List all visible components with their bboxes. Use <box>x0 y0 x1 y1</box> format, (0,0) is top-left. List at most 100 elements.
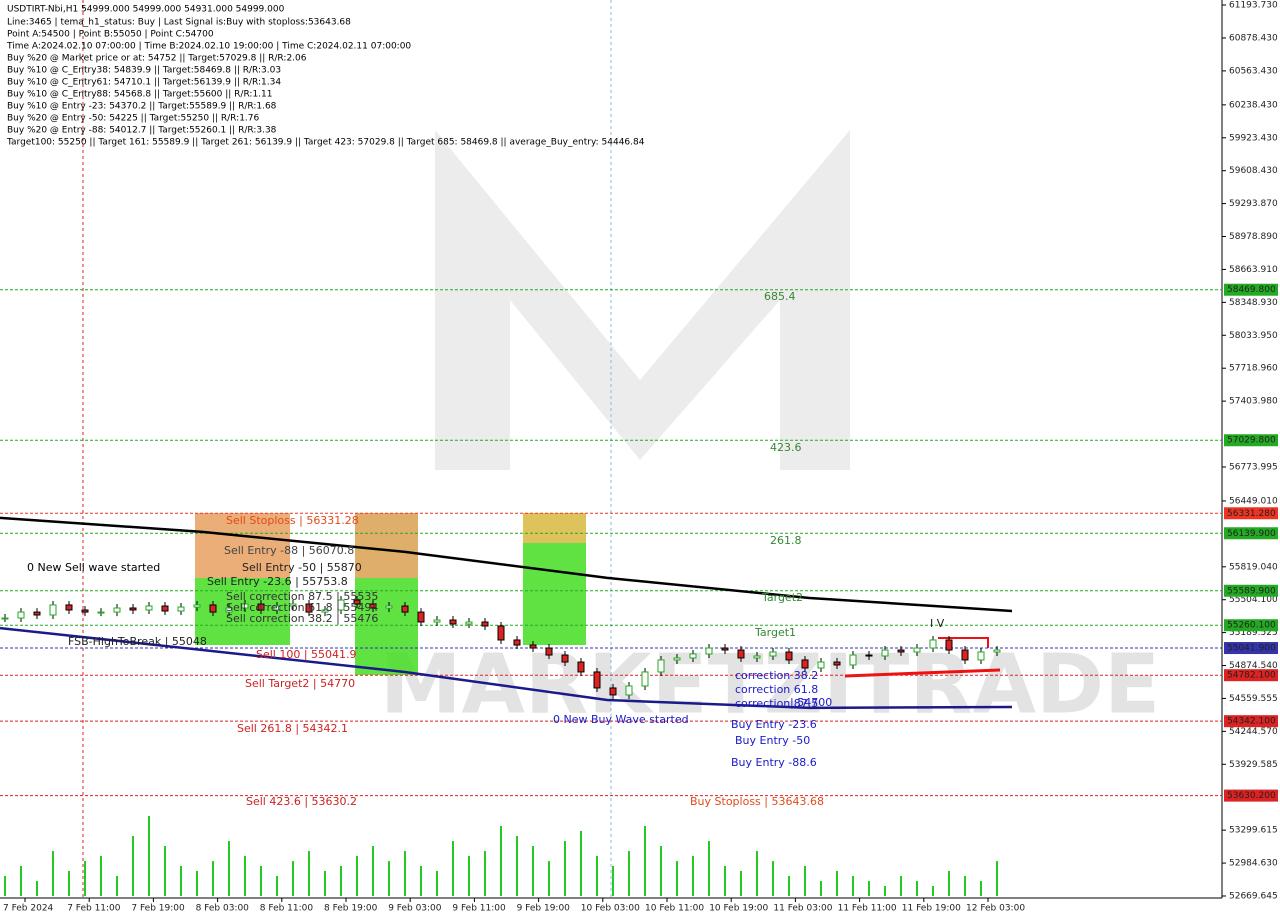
candle <box>481 621 489 627</box>
volume-bar <box>564 841 566 896</box>
annotation: Buy Entry -88.6 <box>731 756 817 769</box>
candle <box>577 661 585 673</box>
candle <box>65 604 73 611</box>
candle <box>625 685 633 696</box>
candle <box>609 687 617 696</box>
y-tick-label: 61193.730 <box>1229 1 1278 11</box>
volume-bar <box>4 876 6 896</box>
y-tick-label: 52984.630 <box>1229 859 1278 869</box>
annotation: Buy Entry -50 <box>735 734 810 747</box>
level-label: 56139.900 <box>1227 529 1276 539</box>
candle <box>705 647 713 655</box>
annotation: | 54700 <box>790 696 832 709</box>
y-tick-label: 59293.870 <box>1229 199 1278 209</box>
annotation: Target2 <box>761 591 803 604</box>
volume-bar <box>84 861 86 896</box>
candle <box>433 619 441 623</box>
level-label: 55041.900 <box>1227 644 1276 654</box>
candle <box>961 649 969 661</box>
candle <box>49 604 57 616</box>
candle <box>241 603 249 609</box>
volume-bar <box>356 856 358 896</box>
volume-bar <box>884 886 886 896</box>
candle <box>849 654 857 666</box>
header-line: Buy %10 @ C_Entry38: 54839.9 || Target:5… <box>7 66 281 76</box>
sell-entry-zone <box>355 578 418 675</box>
volume-bar <box>500 826 502 896</box>
annotation: Buy Stoploss | 53643.68 <box>690 795 824 808</box>
annotation: Sell 423.6 | 53630.2 <box>246 795 357 808</box>
volume-bar <box>660 846 662 896</box>
candle <box>337 599 345 611</box>
header-title: USDTIRT-Nbi,H1 54999.000 54999.000 54931… <box>7 5 285 15</box>
y-tick-label: 60563.430 <box>1229 66 1278 76</box>
ma_slow <box>0 516 1013 613</box>
candle <box>897 649 905 653</box>
sell-entry-zone <box>523 543 586 645</box>
y-tick-label: 60238.430 <box>1229 100 1278 110</box>
level-label: 58469.800 <box>1227 285 1276 295</box>
candle <box>833 661 841 666</box>
watermark-logo <box>435 130 850 470</box>
candle <box>721 647 729 651</box>
header-line: Time A:2024.02.10 07:00:00 | Time B:2024… <box>6 42 411 52</box>
volume-bar <box>468 856 470 896</box>
volume-bar <box>820 881 822 896</box>
volume-bar <box>372 846 374 896</box>
volume-bar <box>436 871 438 896</box>
y-tick-label: 56773.995 <box>1229 462 1278 472</box>
header-line: Buy %20 @ Market price or at: 54752 || T… <box>7 54 307 64</box>
level-label: 56331.280 <box>1227 509 1276 519</box>
annotation: Sell correction 38.2 | 55476 <box>226 612 378 625</box>
x-tick-label: 11 Feb 03:00 <box>773 904 832 914</box>
header: USDTIRT-Nbi,H1 54999.000 54999.000 54931… <box>6 5 645 148</box>
volume-bar <box>868 881 870 896</box>
x-tick-label: 12 Feb 03:00 <box>966 904 1025 914</box>
x-tick-label: 10 Feb 19:00 <box>709 904 768 914</box>
buy-line <box>938 637 989 648</box>
volume-bar <box>756 851 758 896</box>
header-line: Buy %10 @ Entry -23: 54370.2 || Target:5… <box>7 102 277 112</box>
volume-bar <box>36 881 38 896</box>
header-line: Point A:54500 | Point B:55050 | Point C:… <box>7 30 214 40</box>
y-tick-label: 59608.430 <box>1229 166 1278 176</box>
annotation: Sell 100 | 55041.9 <box>256 648 357 661</box>
candle <box>289 603 297 607</box>
y-tick-label: 57403.980 <box>1229 397 1278 407</box>
header-line: Buy %20 @ Entry -88: 54012.7 || Target:5… <box>7 126 277 136</box>
x-tick-label: 10 Feb 03:00 <box>581 904 640 914</box>
volume-bar <box>196 871 198 896</box>
candle <box>529 644 537 649</box>
candle <box>273 605 281 611</box>
header-line: Line:3465 | tema_h1_status: Buy | Last S… <box>7 18 351 28</box>
volume-bar <box>276 876 278 896</box>
candle <box>161 605 169 612</box>
annotation: 0 New Sell wave started <box>27 561 160 574</box>
volume-bar <box>404 851 406 896</box>
candle <box>193 604 201 608</box>
candle <box>769 651 777 657</box>
candle <box>561 654 569 663</box>
annotation: Sell Stoploss | 56331.28 <box>226 514 359 527</box>
candle <box>801 659 809 669</box>
annotation: I V <box>930 617 945 630</box>
candle <box>417 611 425 623</box>
candle <box>673 657 681 661</box>
level-label: 57029.800 <box>1227 436 1276 446</box>
volume-bar <box>692 856 694 896</box>
annotation: Sell 261.8 | 54342.1 <box>237 722 348 735</box>
volume-bar <box>244 856 246 896</box>
annotation: Sell Entry -88 | 56070.8 <box>224 544 354 557</box>
sell-stop-zone <box>355 513 418 578</box>
candle <box>785 651 793 661</box>
level-box <box>1224 584 1278 597</box>
annotation: 261.8 <box>770 534 802 547</box>
x-tick-label: 8 Feb 03:00 <box>196 904 250 914</box>
volume-bar <box>20 866 22 896</box>
x-tick-label: 8 Feb 19:00 <box>324 904 378 914</box>
candle <box>737 649 745 659</box>
level-label: 55260.100 <box>1227 621 1276 631</box>
level-box <box>1224 669 1278 682</box>
annotation: Target1 <box>754 626 796 639</box>
